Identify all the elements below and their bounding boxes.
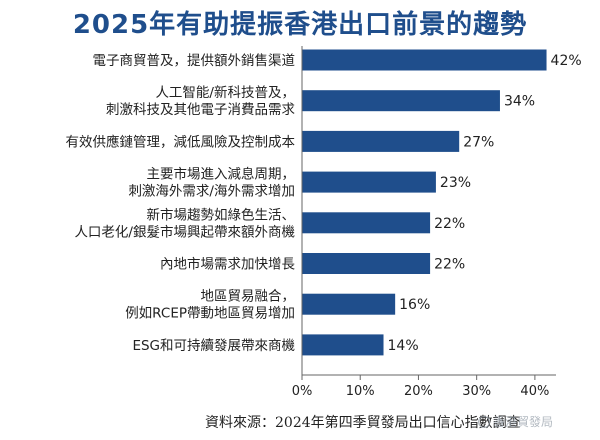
bar <box>302 130 460 152</box>
category-label: 地區貿易融合， <box>201 289 296 305</box>
bar-value-label: 34% <box>504 94 535 110</box>
category-label: ESG和可持續發展帶來商機 <box>132 338 295 354</box>
category-label: 刺激海外需求/海外需求增加 <box>128 184 295 200</box>
x-tick-label: 0% <box>292 384 313 399</box>
bar <box>302 212 431 234</box>
bar <box>302 293 396 315</box>
watermark-logo-icon <box>478 415 490 428</box>
bars-group <box>302 49 547 356</box>
bar-value-label: 22% <box>434 257 465 273</box>
watermark-text: 香港貿發局 <box>493 415 554 429</box>
chart-title: 2025年有助提振香港出口前景的趨勢 <box>72 10 528 40</box>
category-label: 人工智能/新科技普及， <box>155 85 295 101</box>
category-label: 內地市場需求加快增長 <box>160 256 295 273</box>
category-labels: 電子商貿普及，提供額外銷售渠道人工智能/新科技普及，刺激科技及其他電子消費品需求… <box>66 53 296 354</box>
category-label: 刺激科技及其他電子消費品需求 <box>106 102 295 118</box>
category-label: 人口老化/銀髮市場興起帶來額外商機 <box>74 223 295 240</box>
bar-value-label: 42% <box>551 53 582 69</box>
watermark: 香港貿發局 <box>478 413 553 430</box>
x-tick-label: 20% <box>404 384 433 399</box>
x-tick-label: 40% <box>520 384 549 399</box>
bar-value-label: 22% <box>434 216 465 232</box>
value-labels: 42% 34% 27% 23% 22% 22% 16% 14% <box>388 53 582 354</box>
x-tick-label: 10% <box>346 384 375 399</box>
bar <box>302 171 436 193</box>
category-label: 有效供應鏈管理，減低風險及控制成本 <box>66 133 296 150</box>
x-tick-label: 30% <box>462 384 491 399</box>
bar-value-label: 27% <box>463 134 494 150</box>
category-label: 電子商貿普及，提供額外銷售渠道 <box>93 53 296 69</box>
source-note: 資料來源：2024年第四季貿發局出口信心指數調查 <box>205 415 521 431</box>
bar <box>302 49 547 71</box>
bar-value-label: 16% <box>399 297 430 313</box>
x-axis-ticks: 0% 10% 20% 30% 40% <box>292 375 549 399</box>
category-label: 例如RCEP帶動地區貿易增加 <box>125 306 295 322</box>
category-label: 新市場趨勢如綠色生活、 <box>147 206 296 223</box>
bar <box>302 334 384 356</box>
bar-value-label: 14% <box>388 338 419 354</box>
category-label: 主要市場進入減息周期， <box>147 166 296 183</box>
bar <box>302 90 500 112</box>
bar <box>302 253 431 274</box>
bar-value-label: 23% <box>440 175 471 191</box>
